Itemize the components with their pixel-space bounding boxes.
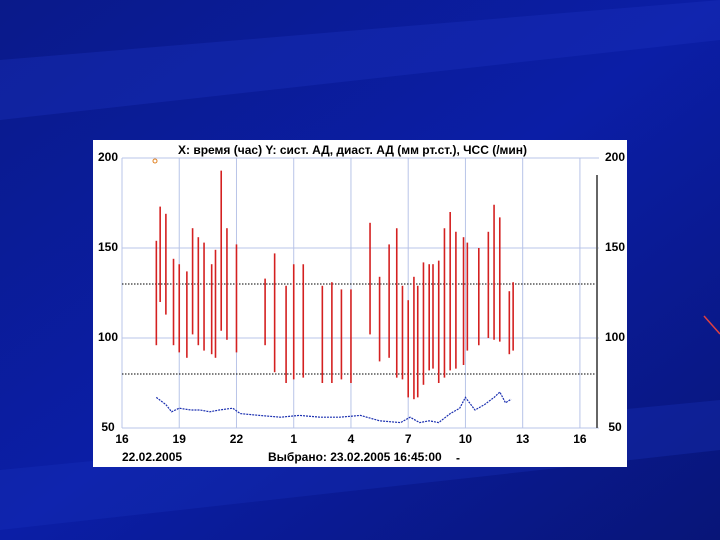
y-tick-label: 150 — [98, 240, 118, 254]
x-tick-label: 13 — [516, 432, 530, 446]
plot: 50 50 100 100 150 150 200 200 16 19 22 1 4 7 10 13 16 — [98, 150, 625, 446]
x-tick-label: 1 — [290, 432, 297, 446]
x-tick-label: 16 — [573, 432, 587, 446]
selected-suffix: - — [456, 451, 460, 465]
marker-icon — [152, 158, 158, 164]
selected-label: Выбрано: 23.02.2005 16:45:00 — [268, 450, 442, 464]
chart-title: X: время (час) Y: сист. АД, диаст. АД (м… — [178, 143, 527, 157]
chart-panel — [93, 140, 627, 467]
x-tick-label: 22 — [230, 432, 244, 446]
background-streak — [0, 0, 720, 120]
y2-tick-label: 100 — [605, 330, 625, 344]
x-tick-label: 19 — [173, 432, 187, 446]
heart-rate-line — [155, 391, 512, 424]
y-tick-label: 100 — [98, 330, 118, 344]
x-tick-label: 10 — [459, 432, 473, 446]
date-label: 22.02.2005 — [122, 450, 182, 464]
y-tick-label: 200 — [98, 150, 118, 164]
decor-line — [703, 315, 720, 335]
x-tick-label: 4 — [348, 432, 355, 446]
y2-tick-label: 150 — [605, 240, 625, 254]
x-tick-label: 7 — [405, 432, 412, 446]
y2-tick-label: 200 — [605, 150, 625, 164]
y-tick-label: 50 — [101, 420, 115, 434]
y2-tick-label: 50 — [608, 420, 622, 434]
x-tick-label: 16 — [115, 432, 129, 446]
